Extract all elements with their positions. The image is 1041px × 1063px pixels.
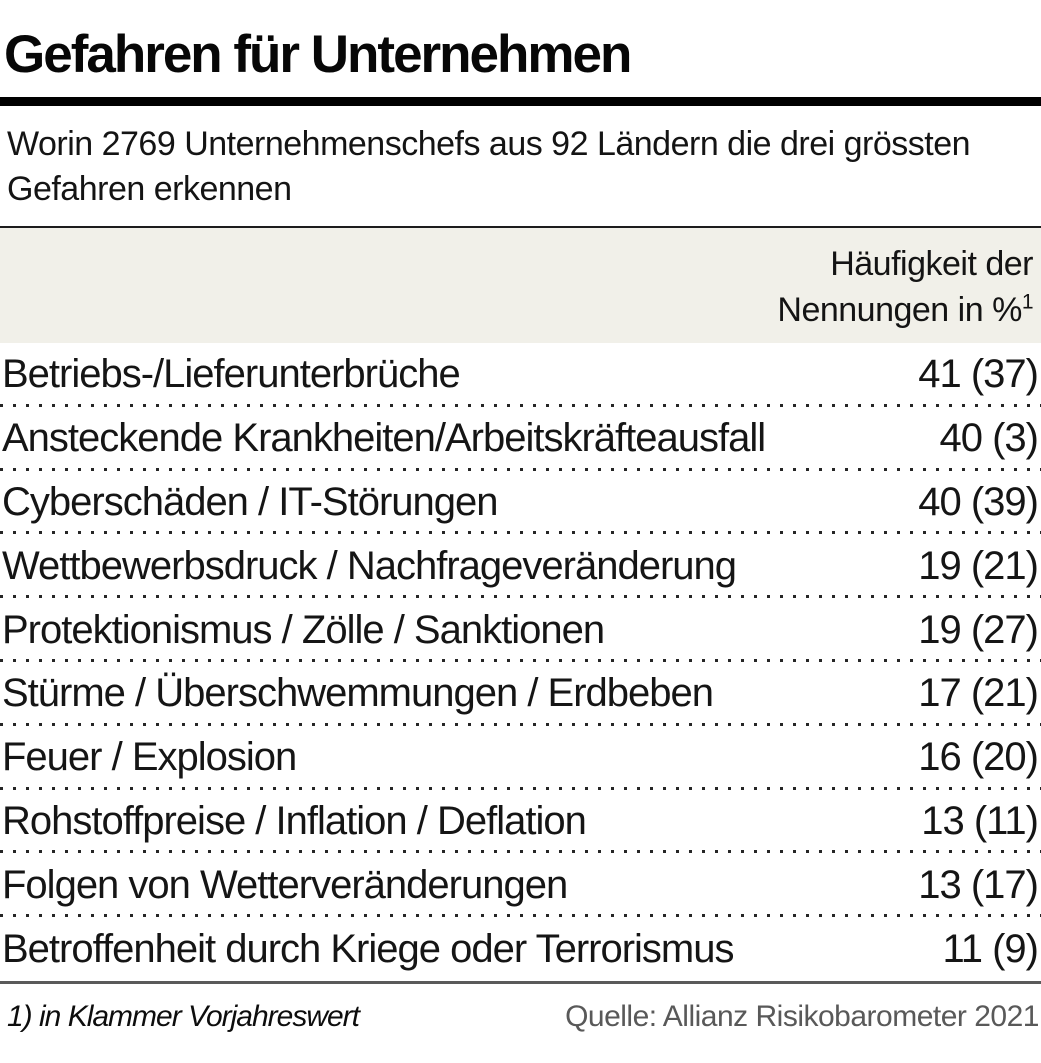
source-attribution: Quelle: Allianz Risikobarometer 2021 [565,999,1039,1033]
row-label: Cyberschäden / IT-Störungen [2,479,498,524]
row-label: Stürme / Überschwemmungen / Erdbeben [2,671,714,716]
table-row: Cyberschäden / IT-Störungen 40 (39) [0,471,1041,535]
table-row: Stürme / Überschwemmungen / Erdbeben 17 … [0,662,1041,726]
value-column-header-line2: Nennungen in %1 [777,290,1034,329]
page-title: Gefahren für Unternehmen [4,25,632,84]
row-value: 16 (20) [918,735,1039,780]
row-value: 19 (21) [918,543,1039,588]
row-value: 19 (27) [918,607,1039,652]
table-row: Betroffenheit durch Kriege oder Terroris… [0,917,1041,981]
row-value: 40 (39) [918,479,1039,524]
table-row: Feuer / Explosion 16 (20) [0,726,1041,790]
table-row: Ansteckende Krankheiten/Arbeitskräfteaus… [0,407,1041,471]
table-row: Protektionismus / Zölle / Sanktionen 19 … [0,598,1041,662]
risk-table: Betriebs-/Lieferunterbrüche 41 (37) Anst… [0,343,1041,984]
row-value: 17 (21) [918,671,1039,716]
chart-subtitle: Worin 2769 Unternehmenschefs aus 92 Länd… [7,125,971,208]
row-label: Ansteckende Krankheiten/Arbeitskräfteaus… [2,416,766,461]
value-column-header-line1: Häufigkeit der [830,245,1033,283]
table-row: Rohstoffpreise / Inflation / Deflation 1… [0,790,1041,854]
row-label: Betroffenheit durch Kriege oder Terroris… [2,926,734,971]
row-value: 13 (11) [921,798,1039,843]
row-value: 11 (9) [942,926,1039,971]
title-divider-rule [0,97,1041,106]
row-label: Folgen von Wetterveränderungen [2,862,568,907]
row-label: Feuer / Explosion [2,735,297,780]
row-label: Rohstoffpreise / Inflation / Deflation [2,798,586,843]
table-row: Betriebs-/Lieferunterbrüche 41 (37) [0,343,1041,407]
footnote-marker: 1 [1021,290,1034,314]
row-label: Protektionismus / Zölle / Sanktionen [2,607,605,652]
row-value: 40 (3) [939,416,1039,461]
table-row: Wettbewerbsdruck / Nachfrageveränderung … [0,534,1041,598]
chart-footer: 1) in Klammer Vorjahreswert Quelle: Alli… [0,984,1041,1034]
row-value: 13 (17) [918,862,1039,907]
row-value: 41 (37) [918,352,1039,397]
table-row: Folgen von Wetterveränderungen 13 (17) [0,853,1041,917]
row-label: Wettbewerbsdruck / Nachfrageveränderung [2,543,737,588]
footnote-text: 1) in Klammer Vorjahreswert [7,999,360,1033]
row-label: Betriebs-/Lieferunterbrüche [2,352,460,397]
value-column-header: Häufigkeit der Nennungen in %1 [0,226,1041,343]
title-block: Gefahren für Unternehmen [0,0,1041,97]
